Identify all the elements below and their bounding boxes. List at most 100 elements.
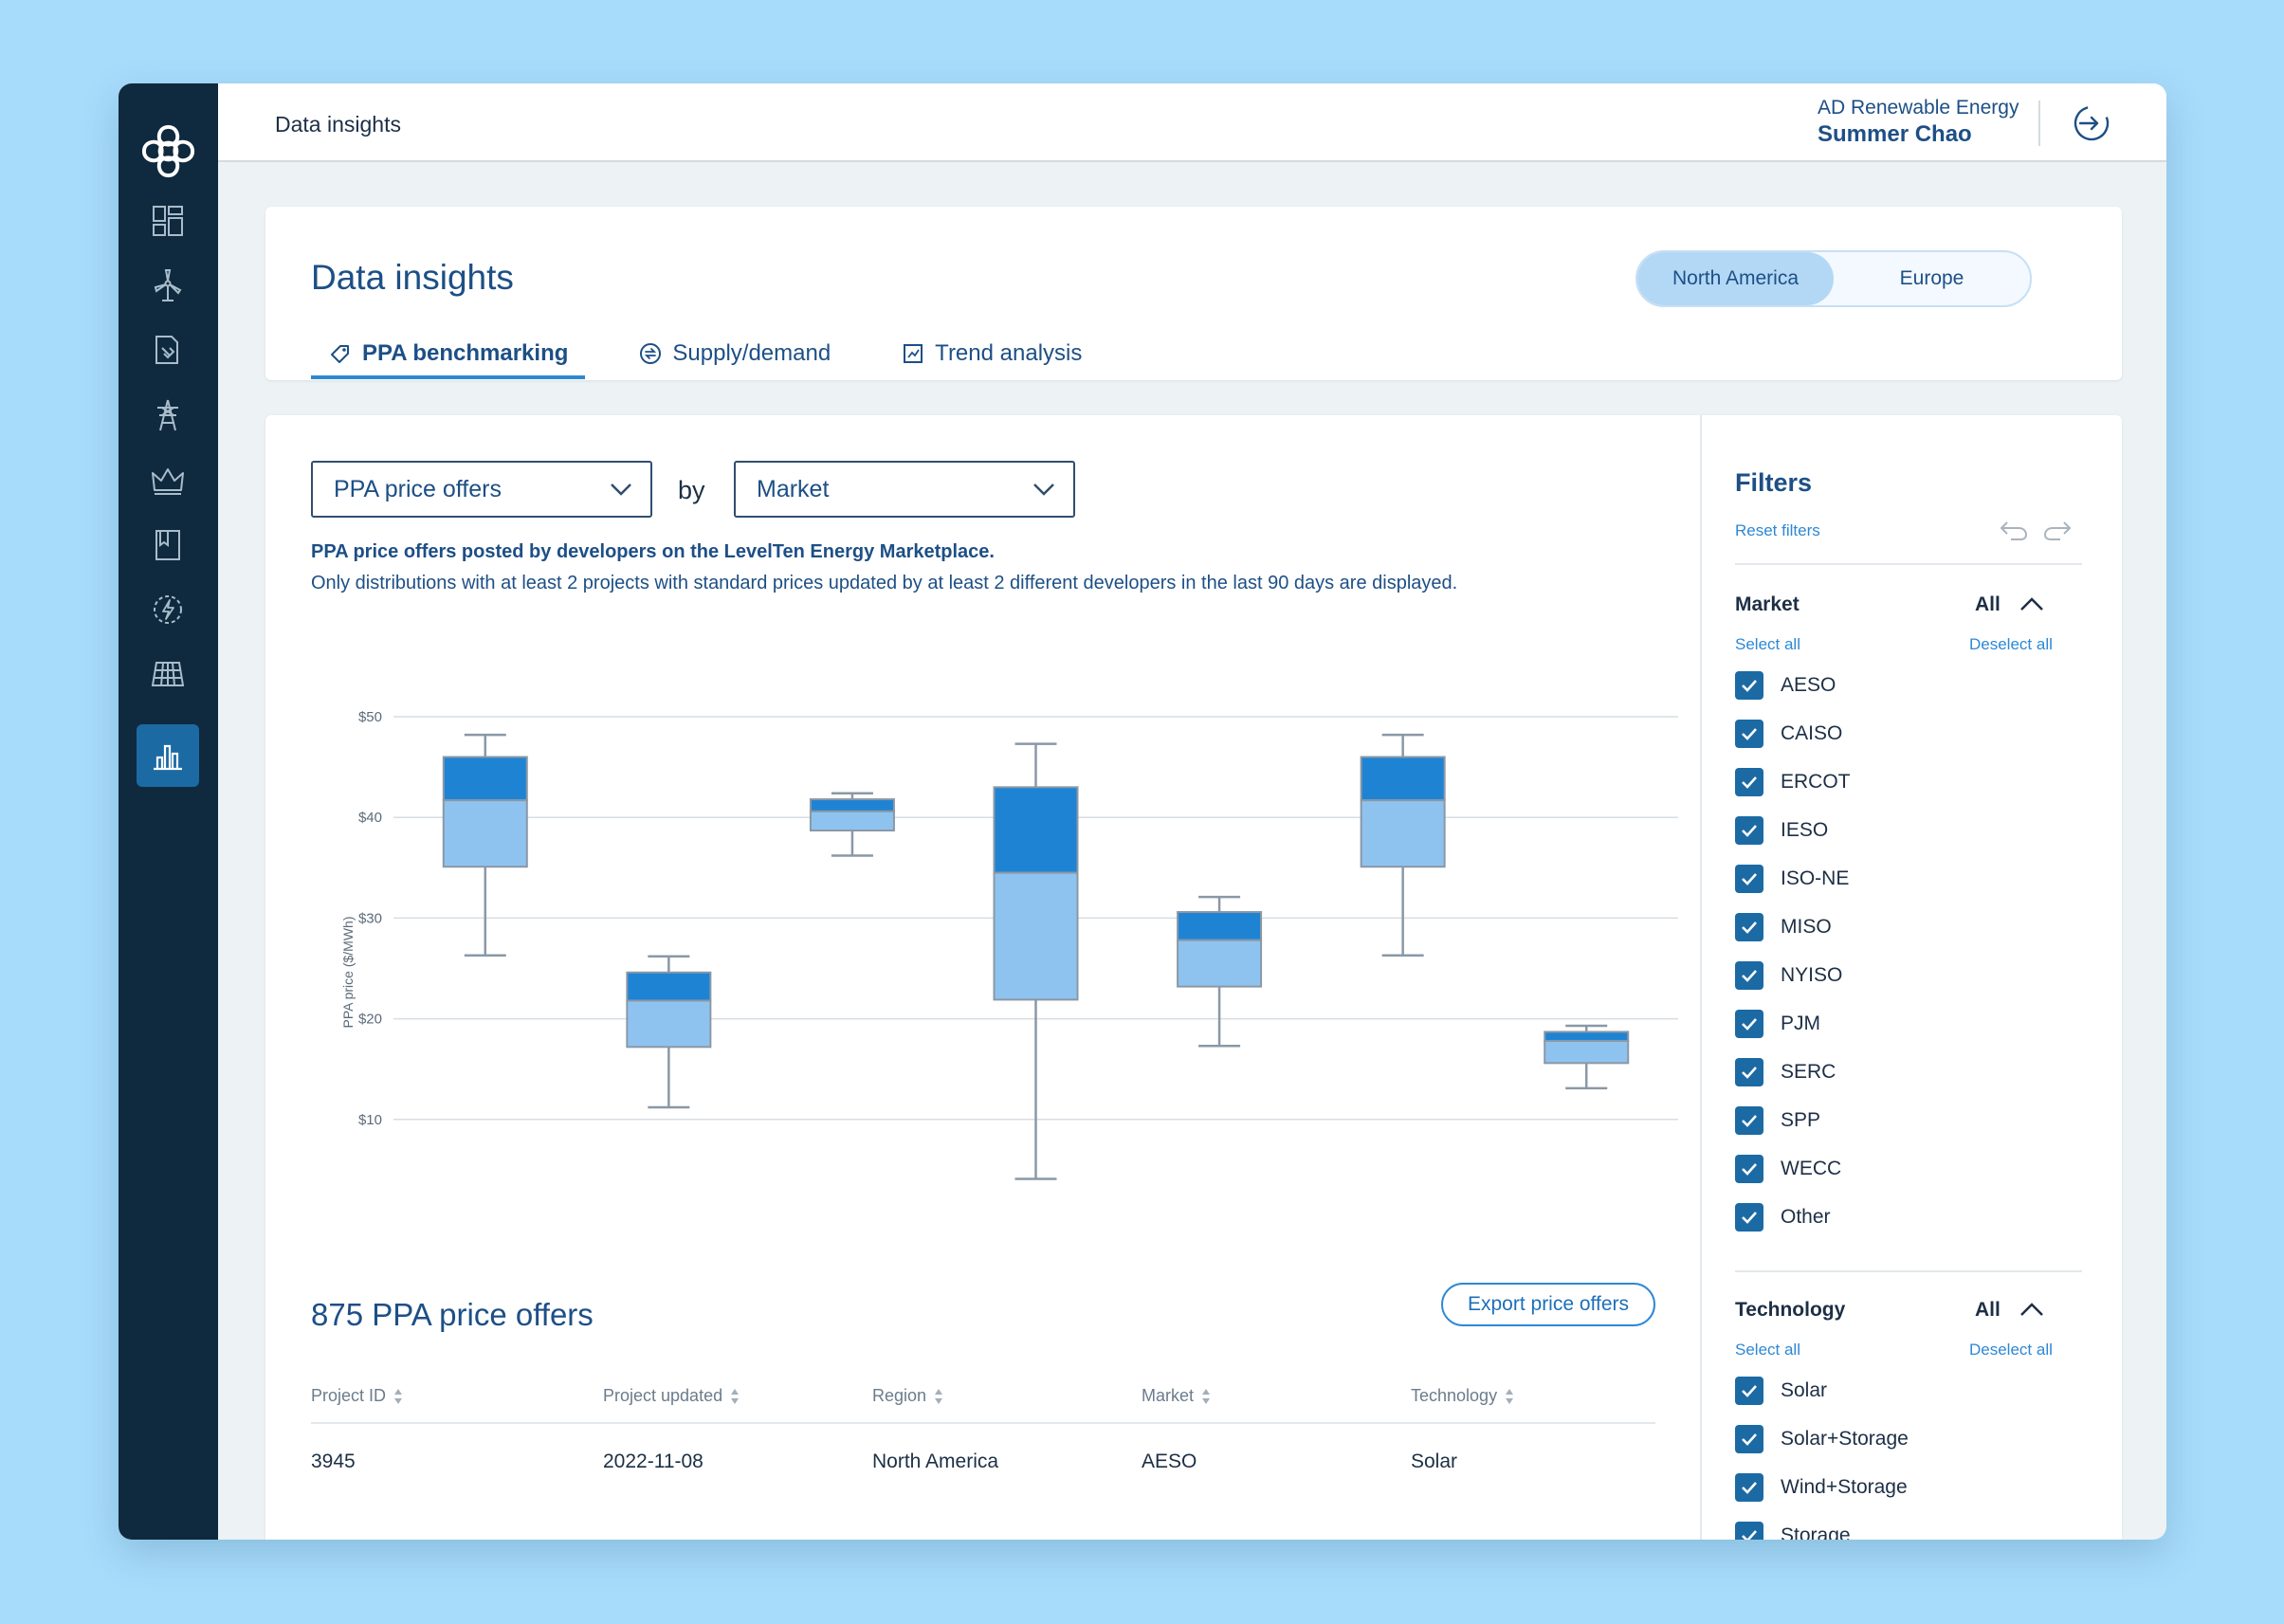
technology-filter-all: All [1975, 1299, 2001, 1321]
filter-checkbox-item[interactable]: SERC [1735, 1058, 1836, 1086]
redo-icon[interactable] [2041, 518, 2074, 542]
filter-option-label: Storage [1781, 1524, 1851, 1540]
logout-icon[interactable] [2071, 102, 2112, 144]
dimension-select[interactable]: Market [734, 461, 1075, 518]
checkbox-checked-icon[interactable] [1735, 1473, 1763, 1502]
tab-bar: PPA benchmarking Supply/demand Trend ana… [311, 328, 1099, 379]
filter-option-label: WECC [1781, 1158, 1842, 1179]
checkbox-checked-icon[interactable] [1735, 1425, 1763, 1453]
y-axis-label: PPA price ($/MWh) [340, 917, 356, 1029]
dimension-select-value: Market [757, 475, 830, 502]
checkbox-checked-icon[interactable] [1735, 720, 1763, 748]
logo-icon[interactable] [138, 121, 198, 181]
metric-select-value: PPA price offers [334, 475, 502, 502]
filter-checkbox-item[interactable]: Storage [1735, 1522, 1851, 1540]
sidebar-nav-item[interactable] [137, 514, 199, 576]
checkbox-checked-icon[interactable] [1735, 768, 1763, 796]
market-deselect-all-link[interactable]: Deselect all [1969, 635, 2053, 653]
checkbox-checked-icon[interactable] [1735, 1106, 1763, 1135]
column-header[interactable]: Region [872, 1386, 943, 1406]
column-header-label: Region [872, 1386, 927, 1405]
checkbox-checked-icon[interactable] [1735, 1203, 1763, 1232]
checkbox-checked-icon[interactable] [1735, 1522, 1763, 1540]
filter-checkbox-item[interactable]: IESO [1735, 816, 1828, 845]
filter-checkbox-item[interactable]: CAISO [1735, 720, 1842, 748]
user-name[interactable]: Summer Chao [1818, 121, 1972, 147]
metric-select[interactable]: PPA price offers [311, 461, 652, 518]
sidebar-nav-item[interactable] [137, 724, 199, 787]
table-cell: 2022-11-08 [603, 1451, 703, 1472]
tab-trend-analysis[interactable]: Trend analysis [884, 328, 1099, 379]
filter-checkbox-item[interactable]: AESO [1735, 671, 1836, 700]
column-header[interactable]: Market [1142, 1386, 1211, 1406]
checkbox-checked-icon[interactable] [1735, 1377, 1763, 1405]
checkbox-checked-icon[interactable] [1735, 865, 1763, 893]
tab-supply-demand[interactable]: Supply/demand [621, 328, 848, 379]
chevron-down-icon [1033, 484, 1054, 496]
column-header[interactable]: Project updated [603, 1386, 740, 1406]
checkbox-checked-icon[interactable] [1735, 961, 1763, 990]
region-toggle: North America Europe [1635, 250, 2032, 307]
column-header[interactable]: Project ID [311, 1386, 403, 1406]
y-tick-label: $10 [358, 1112, 382, 1128]
filter-checkbox-item[interactable]: ERCOT [1735, 768, 1851, 796]
chart-description-note: Only distributions with at least 2 proje… [311, 573, 1458, 593]
undo-icon[interactable] [1998, 518, 2030, 542]
filter-option-label: ERCOT [1781, 771, 1851, 793]
filter-option-label: Solar [1781, 1379, 1828, 1401]
filter-option-label: MISO [1781, 916, 1832, 938]
sidebar-nav-item[interactable] [137, 449, 199, 512]
checkbox-checked-icon[interactable] [1735, 1155, 1763, 1183]
filter-option-label: SPP [1781, 1109, 1821, 1131]
chevron-up-icon[interactable] [2018, 595, 2046, 612]
wind-turbine-icon [154, 269, 182, 301]
checkbox-checked-icon[interactable] [1735, 671, 1763, 700]
exchange-icon [640, 343, 662, 364]
contract-icon [155, 336, 178, 364]
sidebar-nav-item[interactable] [137, 190, 199, 252]
sidebar-nav-item[interactable] [137, 578, 199, 641]
column-header-label: Project updated [603, 1386, 723, 1405]
page-title: Data insights [311, 258, 514, 297]
filter-checkbox-item[interactable]: PJM [1735, 1010, 1820, 1038]
box-lower-quartile [993, 871, 1079, 1001]
column-header-label: Market [1142, 1386, 1195, 1405]
filter-checkbox-item[interactable]: Wind+Storage [1735, 1473, 1908, 1502]
technology-filter-title: Technology [1735, 1299, 1846, 1321]
sidebar-nav-item[interactable] [137, 254, 199, 317]
export-price-offers-button[interactable]: Export price offers [1441, 1283, 1655, 1326]
filter-checkbox-item[interactable]: Other [1735, 1203, 1831, 1232]
checkbox-checked-icon[interactable] [1735, 913, 1763, 941]
checkbox-checked-icon[interactable] [1735, 1010, 1763, 1038]
filter-checkbox-item[interactable]: SPP [1735, 1106, 1820, 1135]
checkbox-checked-icon[interactable] [1735, 1058, 1763, 1086]
sort-icon [1506, 1388, 1514, 1404]
table-row[interactable]: 3945 2022-11-08 North America AESO Solar [311, 1439, 1655, 1490]
checkbox-checked-icon[interactable] [1735, 816, 1763, 845]
technology-select-all-link[interactable]: Select all [1735, 1341, 1800, 1359]
filter-checkbox-item[interactable]: WECC [1735, 1155, 1841, 1183]
sidebar-nav-item[interactable] [137, 384, 199, 447]
filter-option-label: Solar+Storage [1781, 1428, 1909, 1450]
filter-option-label: AESO [1781, 674, 1836, 696]
sidebar-nav-item[interactable] [137, 643, 199, 705]
filters-title: Filters [1735, 468, 1813, 497]
market-select-all-link[interactable]: Select all [1735, 635, 1800, 653]
market-filter-title: Market [1735, 593, 1800, 615]
table-cell: North America [872, 1451, 999, 1472]
filter-checkbox-item[interactable]: ISO-NE [1735, 865, 1849, 893]
filter-checkbox-item[interactable]: NYISO [1735, 961, 1842, 990]
chevron-up-icon[interactable] [2018, 1301, 2046, 1318]
technology-deselect-all-link[interactable]: Deselect all [1969, 1341, 2053, 1359]
reset-filters-link[interactable]: Reset filters [1735, 521, 1820, 539]
region-option-north-america[interactable]: North America [1637, 252, 1834, 305]
filter-checkbox-item[interactable]: Solar+Storage [1735, 1425, 1909, 1453]
tab-label: Trend analysis [935, 340, 1083, 366]
tab-ppa-benchmarking[interactable]: PPA benchmarking [311, 328, 586, 379]
region-option-europe[interactable]: Europe [1899, 267, 1964, 289]
column-header[interactable]: Technology [1411, 1386, 1514, 1406]
filter-checkbox-item[interactable]: Solar [1735, 1377, 1827, 1405]
sidebar-nav-item[interactable] [137, 319, 199, 381]
filter-checkbox-item[interactable]: MISO [1735, 913, 1832, 941]
box-lower-quartile [1544, 1039, 1630, 1065]
